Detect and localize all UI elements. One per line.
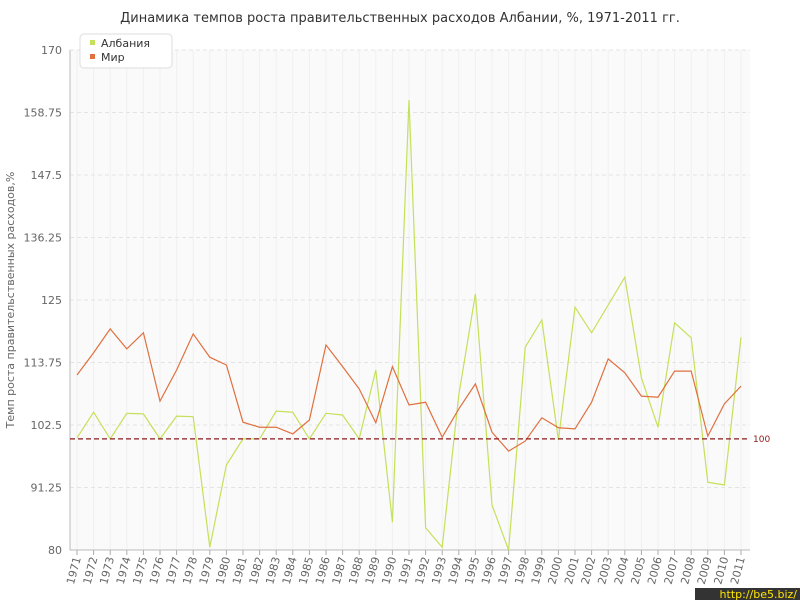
legend-swatch (90, 54, 95, 59)
reference-label: 100 (753, 435, 770, 445)
y-tick-label: 91.25 (31, 482, 63, 495)
y-tick-label: 136.25 (24, 232, 63, 245)
y-tick-label: 125 (41, 294, 62, 307)
legend-box (79, 33, 173, 69)
watermark: http://be5.biz/ (720, 588, 798, 600)
y-tick-label: 113.75 (24, 357, 63, 370)
legend-swatch (90, 40, 95, 45)
y-axis-label: Темп роста правительственных расходов,% (4, 172, 17, 430)
series-line (76, 327, 742, 452)
watermark-bg (695, 588, 800, 600)
y-tick-label: 170 (41, 44, 62, 57)
y-tick-label: 80 (48, 544, 62, 557)
x-tick-label: 2011 (728, 555, 748, 585)
y-tick-label: 147.5 (31, 169, 63, 182)
legend-label: Мир (101, 51, 125, 64)
y-tick-label: 102.5 (31, 419, 63, 432)
y-tick-label: 158.75 (24, 107, 63, 120)
legend-label: Албания (101, 37, 150, 50)
chart-title: Динамика темпов роста правительственных … (120, 11, 680, 26)
series-line (76, 99, 742, 551)
